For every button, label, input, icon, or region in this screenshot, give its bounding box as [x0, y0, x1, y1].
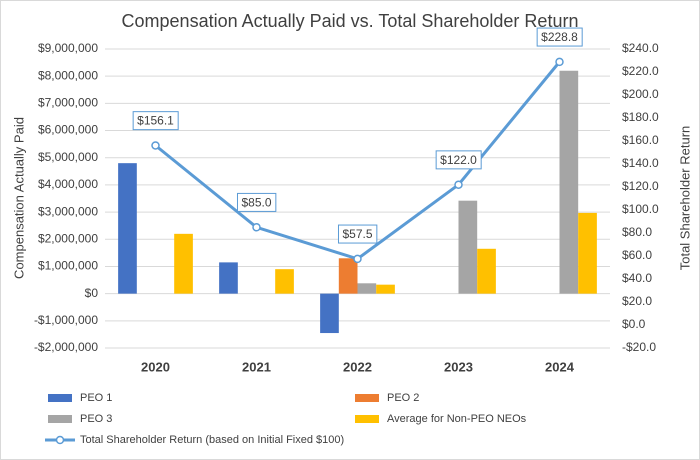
y-tick-label: $5,000,000	[38, 150, 98, 164]
data-label-box	[236, 192, 277, 212]
x-tick-label: 2020	[141, 359, 170, 374]
y-tick-label: $8,000,000	[38, 68, 98, 82]
line-point	[252, 223, 261, 232]
legend-label: Total Shareholder Return (based on Initi…	[80, 434, 344, 446]
x-tick-label: 2021	[242, 359, 271, 374]
legend-swatch	[48, 415, 72, 423]
legend-label: PEO 1	[80, 392, 112, 404]
y-tick-label: $6,000,000	[38, 123, 98, 137]
bar	[559, 70, 579, 294]
legend-swatch	[48, 394, 72, 402]
legend-label: Average for Non-PEO NEOs	[387, 413, 527, 425]
y2-tick-label: $140.0	[622, 156, 659, 170]
bar	[376, 284, 395, 294]
data-label: $57.5	[342, 227, 372, 241]
line-point	[555, 57, 564, 67]
y-tick-label: $9,000,000	[38, 41, 98, 55]
y2-tick-label: $240.0	[622, 41, 659, 55]
data-label-box	[337, 224, 378, 244]
y2-tick-label: $160.0	[622, 133, 659, 147]
line-point	[151, 141, 160, 150]
line-point	[454, 180, 463, 189]
line-point	[353, 254, 362, 264]
data-label: $122.0	[440, 153, 477, 167]
y-tick-label: $7,000,000	[38, 96, 98, 110]
bar	[338, 258, 358, 294]
x-tick-label: 2024	[545, 359, 575, 374]
data-label-box	[536, 27, 583, 47]
data-label-box	[435, 150, 482, 170]
legend-swatch	[355, 394, 379, 402]
chart-title: Compensation Actually Paid vs. Total Sha…	[122, 11, 579, 31]
y2-tick-label: $200.0	[622, 87, 659, 101]
y2-tick-label: $180.0	[622, 110, 659, 124]
y2-axis-title: Total Shareholder Return	[677, 126, 692, 271]
y2-tick-label: $220.0	[622, 64, 659, 78]
x-tick-label: 2023	[444, 359, 473, 374]
y-tick-label: -$2,000,000	[34, 340, 98, 354]
y-tick-label: $3,000,000	[38, 204, 98, 218]
data-label: $228.8	[541, 30, 578, 44]
y-tick-label: -$1,000,000	[34, 313, 98, 327]
legend-label: PEO 3	[80, 413, 112, 425]
bar	[118, 163, 137, 294]
y2-tick-label: $100.0	[622, 202, 659, 216]
y2-tick-label: $0.0	[622, 317, 646, 331]
y-tick-label: $0	[85, 286, 99, 300]
y2-tick-label: $120.0	[622, 179, 659, 193]
y2-tick-label: $80.0	[622, 225, 652, 239]
bar	[357, 283, 377, 294]
legend-label: PEO 2	[387, 392, 419, 404]
data-label: $85.0	[241, 195, 271, 209]
bar	[219, 262, 238, 294]
y-axis-title: Compensation Actually Paid	[11, 117, 26, 279]
y2-tick-label: $60.0	[622, 248, 652, 262]
y2-tick-label: $40.0	[622, 271, 652, 285]
bar	[320, 293, 339, 334]
data-label: $156.1	[137, 114, 174, 128]
bar	[458, 200, 478, 294]
bar	[578, 212, 597, 294]
bar	[275, 269, 294, 294]
bar	[477, 248, 496, 294]
x-tick-label: 2022	[343, 359, 372, 374]
y2-tick-label: -$20.0	[622, 340, 656, 354]
legend-swatch	[55, 435, 65, 445]
y2-tick-label: $20.0	[622, 294, 652, 308]
bar	[174, 233, 193, 294]
data-label-box	[132, 111, 179, 131]
y-tick-label: $1,000,000	[38, 259, 98, 273]
y-tick-label: $4,000,000	[38, 177, 98, 191]
y-tick-label: $2,000,000	[38, 231, 98, 245]
legend-swatch	[355, 415, 379, 423]
